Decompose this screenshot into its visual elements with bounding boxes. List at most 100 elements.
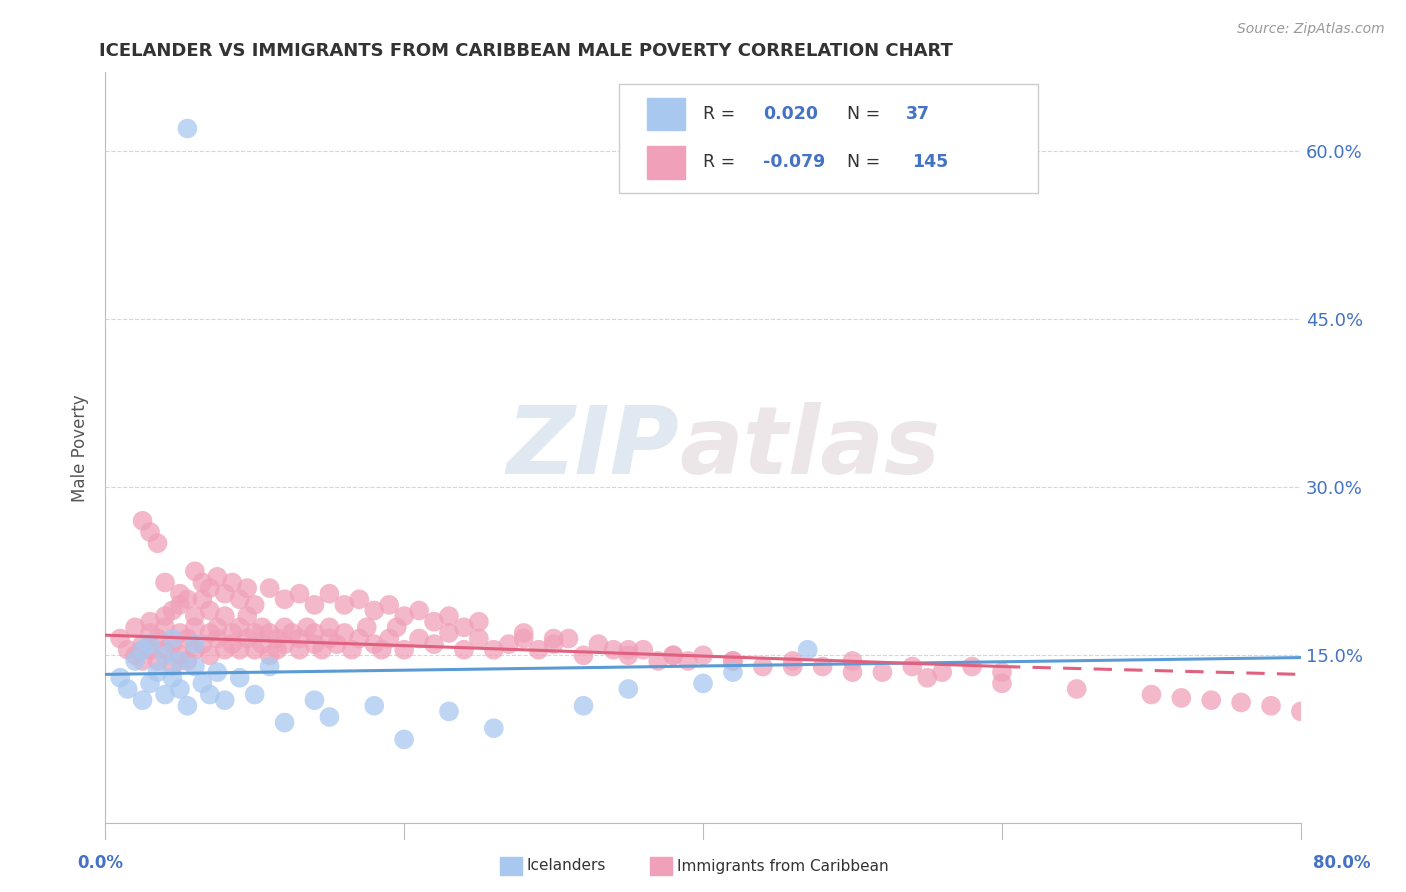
Point [572, 698, 595, 713]
Point [176, 654, 198, 668]
Point [191, 676, 214, 690]
Point [139, 637, 162, 651]
Point [960, 659, 983, 673]
Text: 37: 37 [907, 104, 931, 123]
Text: 0.020: 0.020 [763, 104, 818, 123]
Point [288, 587, 311, 601]
Point [221, 626, 243, 640]
Point [363, 637, 385, 651]
Point [169, 626, 191, 640]
Point [288, 632, 311, 646]
Point [311, 642, 333, 657]
Point [572, 648, 595, 663]
Point [184, 637, 207, 651]
Point [318, 632, 340, 646]
Point [214, 609, 236, 624]
Point [392, 609, 415, 624]
Point [191, 575, 214, 590]
Point [437, 626, 460, 640]
Point [153, 609, 176, 624]
Point [617, 681, 640, 696]
Point [498, 637, 520, 651]
Bar [501, 857, 522, 875]
Text: N =: N = [846, 104, 886, 123]
Point [139, 642, 162, 657]
Point [176, 632, 198, 646]
Point [229, 671, 252, 685]
Point [437, 609, 460, 624]
Point [1289, 705, 1312, 719]
Point [153, 620, 176, 634]
Point [340, 642, 363, 657]
Text: 80.0%: 80.0% [1313, 855, 1371, 872]
Point [721, 654, 744, 668]
Point [273, 715, 295, 730]
Point [131, 637, 153, 651]
Point [512, 632, 534, 646]
Point [169, 681, 191, 696]
Point [304, 598, 326, 612]
Point [221, 575, 243, 590]
Point [207, 665, 229, 680]
Point [423, 637, 446, 651]
Point [153, 575, 176, 590]
Bar [647, 97, 685, 130]
Point [633, 642, 655, 657]
Point [162, 659, 184, 673]
Point [662, 648, 685, 663]
Point [273, 620, 295, 634]
Point [1066, 681, 1088, 696]
Point [250, 620, 273, 634]
Point [266, 642, 288, 657]
Point [1230, 695, 1253, 709]
Point [162, 603, 184, 617]
Point [236, 632, 259, 646]
Text: 0.0%: 0.0% [77, 855, 124, 872]
Point [408, 603, 430, 617]
Point [117, 681, 139, 696]
Point [318, 587, 340, 601]
Point [692, 676, 714, 690]
Point [184, 609, 207, 624]
Text: 145: 145 [912, 153, 949, 171]
Point [721, 665, 744, 680]
Point [124, 620, 146, 634]
Point [437, 705, 460, 719]
Point [273, 592, 295, 607]
Point [1199, 693, 1222, 707]
Text: N =: N = [846, 153, 886, 171]
Point [349, 592, 371, 607]
Point [207, 570, 229, 584]
Point [198, 688, 221, 702]
Point [153, 688, 176, 702]
Point [363, 698, 385, 713]
Point [811, 659, 834, 673]
Point [408, 632, 430, 646]
Point [108, 632, 131, 646]
Bar [650, 857, 672, 875]
Point [527, 642, 550, 657]
Text: Source: ZipAtlas.com: Source: ZipAtlas.com [1237, 22, 1385, 37]
Point [453, 620, 475, 634]
Point [162, 671, 184, 685]
Point [191, 592, 214, 607]
Point [1140, 688, 1163, 702]
Point [153, 648, 176, 663]
FancyBboxPatch shape [620, 84, 1038, 193]
Point [1260, 698, 1282, 713]
Point [250, 637, 273, 651]
Text: -0.079: -0.079 [763, 153, 825, 171]
Point [169, 598, 191, 612]
Point [214, 693, 236, 707]
Point [901, 659, 924, 673]
Point [304, 693, 326, 707]
Point [453, 642, 475, 657]
Point [273, 637, 295, 651]
Text: Immigrants from Caribbean: Immigrants from Caribbean [678, 858, 889, 873]
Point [198, 626, 221, 640]
Point [169, 654, 191, 668]
Point [304, 637, 326, 651]
Point [124, 648, 146, 663]
Bar [647, 146, 685, 178]
Text: ICELANDER VS IMMIGRANTS FROM CARIBBEAN MALE POVERTY CORRELATION CHART: ICELANDER VS IMMIGRANTS FROM CARIBBEAN M… [100, 42, 953, 60]
